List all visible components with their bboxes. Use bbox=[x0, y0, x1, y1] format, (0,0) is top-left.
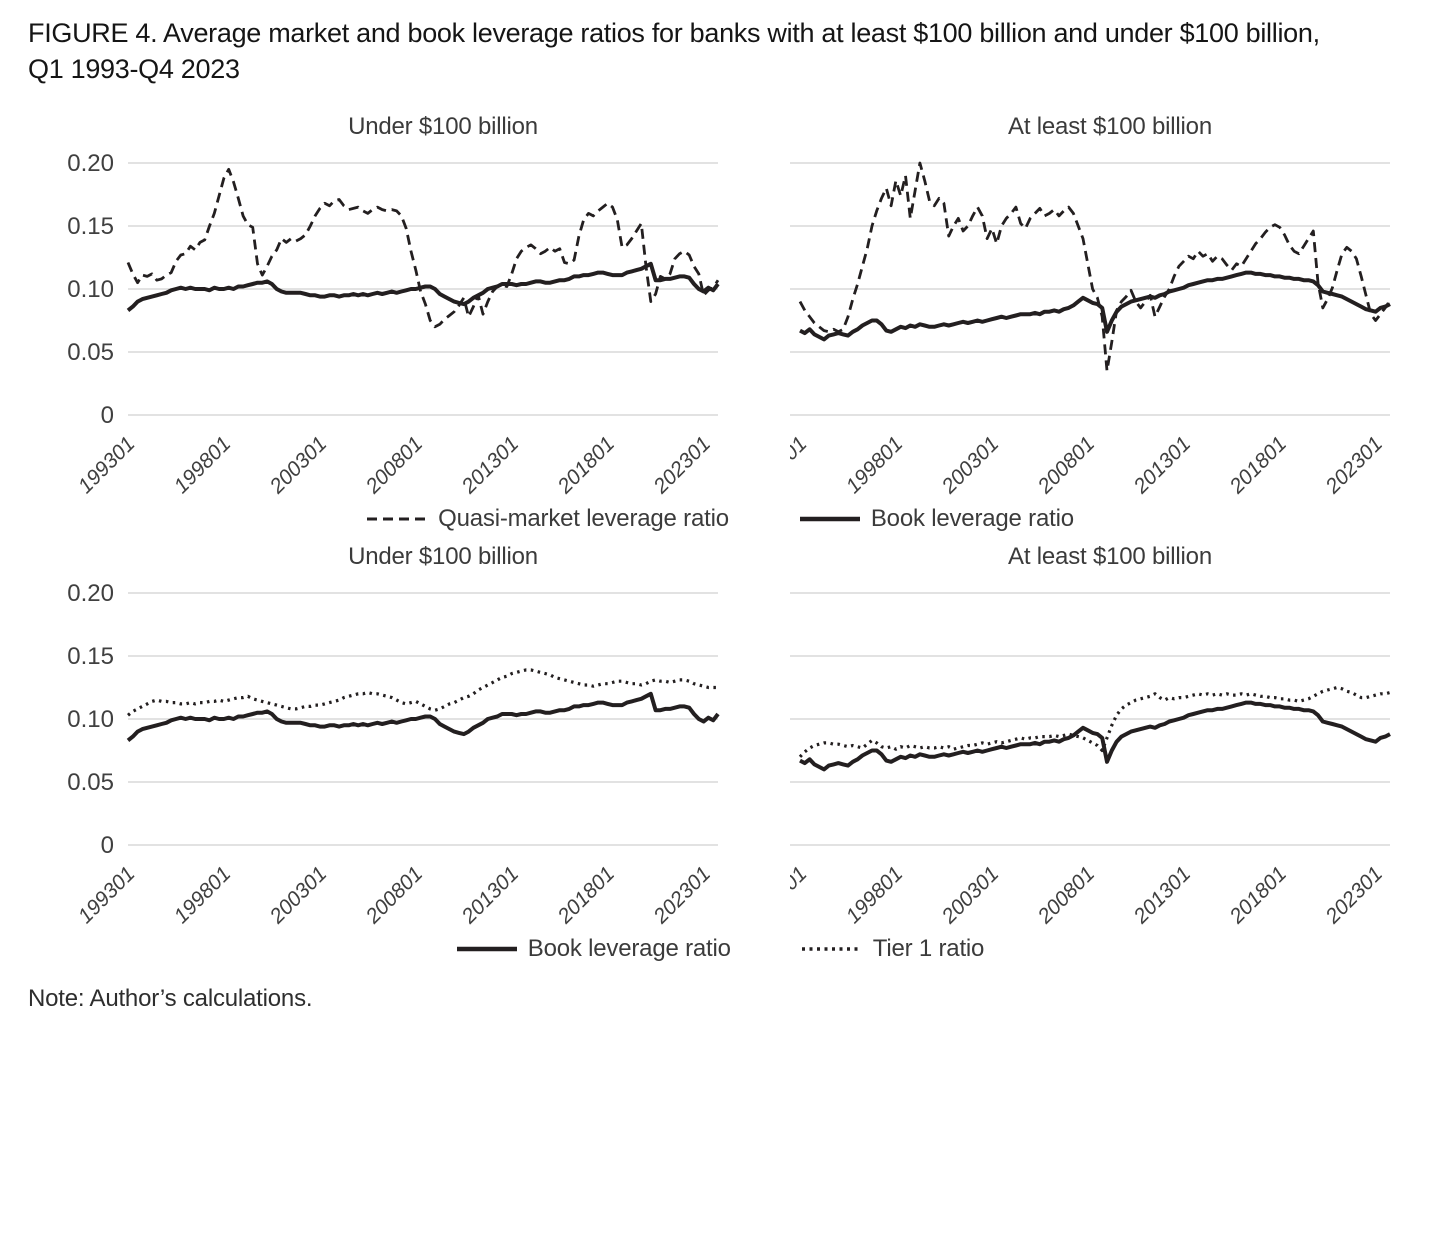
svg-text:202301: 202301 bbox=[649, 863, 716, 930]
series-dotted bbox=[127, 668, 718, 717]
line-chart-book-vs-tier1-atleast-100b: 199301 199801 200301 200801 201301 201801 2023… bbox=[790, 592, 1391, 930]
legend-top: Quasi-market leverage ratio Book leverag… bbox=[28, 505, 1412, 533]
svg-text:201801: 201801 bbox=[553, 863, 620, 930]
svg-text:0: 0 bbox=[101, 402, 114, 429]
svg-text:201801: 201801 bbox=[1225, 433, 1292, 500]
svg-text:0.20: 0.20 bbox=[67, 151, 114, 177]
line-chart-quasi-vs-book-atleast-100b: 199301 199801 200301 200801 201301 201801 2023… bbox=[790, 161, 1392, 500]
svg-text:201801: 201801 bbox=[1225, 863, 1292, 930]
svg-text:200801: 200801 bbox=[361, 433, 428, 500]
panel-bottom-left-title: Under $100 billion bbox=[348, 543, 538, 571]
svg-text:200801: 200801 bbox=[1033, 433, 1100, 500]
svg-text:202301: 202301 bbox=[1321, 433, 1388, 500]
line-chart-quasi-vs-book-under-100b: 0.20 0.15 0.10 0.05 0 199301 199801 200301 20080… bbox=[67, 151, 720, 500]
svg-text:0.05: 0.05 bbox=[67, 769, 114, 796]
svg-text:200801: 200801 bbox=[361, 863, 428, 930]
svg-text:199301: 199301 bbox=[74, 433, 140, 499]
series-solid bbox=[799, 270, 1391, 342]
solid-line-sample-icon bbox=[799, 517, 860, 522]
svg-text:0.05: 0.05 bbox=[67, 339, 114, 366]
dotted-line-sample-icon bbox=[801, 947, 862, 951]
panel-top-left: Under $100 billion 0.20 0.15 0.10 0.05 0 1993… bbox=[28, 113, 768, 503]
svg-text:199801: 199801 bbox=[842, 433, 908, 499]
legend-item-book-leverage: Book leverage ratio bbox=[799, 505, 1074, 533]
series-solid bbox=[126, 692, 720, 743]
chart-row-bottom: Under $100 billion 0.20 0.15 0.10 0.05 0 1993… bbox=[28, 543, 1412, 933]
legend-item-tier1: Tier 1 ratio bbox=[801, 935, 984, 963]
legend-label: Tier 1 ratio bbox=[872, 935, 985, 963]
svg-text:199801: 199801 bbox=[842, 863, 908, 929]
svg-text:200301: 200301 bbox=[937, 863, 1004, 930]
figure-page: FIGURE 4. Average market and book levera… bbox=[28, 18, 1412, 1013]
figure-title: FIGURE 4. Average market and book levera… bbox=[28, 18, 1320, 84]
svg-text:200801: 200801 bbox=[1033, 863, 1100, 930]
solid-line-sample-icon bbox=[456, 947, 517, 952]
svg-text:0.20: 0.20 bbox=[67, 581, 114, 607]
svg-text:200301: 200301 bbox=[937, 433, 1004, 500]
series-solid bbox=[799, 700, 1391, 772]
svg-text:202301: 202301 bbox=[649, 433, 716, 500]
svg-text:0: 0 bbox=[101, 832, 114, 859]
series-dashed bbox=[126, 168, 720, 329]
panel-bottom-right: At least $100 billion 199301 199801 200301… bbox=[790, 543, 1430, 933]
line-chart-book-vs-tier1-under-100b: 0.20 0.15 0.10 0.05 0 199301 199801 200301 20080… bbox=[67, 581, 720, 930]
series-dashed bbox=[798, 161, 1392, 373]
panel-top-right: At least $100 billion 199301 199801 200301… bbox=[790, 113, 1430, 503]
series-dotted bbox=[798, 686, 1391, 759]
svg-text:199301: 199301 bbox=[74, 863, 140, 929]
svg-text:0.10: 0.10 bbox=[67, 706, 114, 733]
legend-item-book-leverage: Book leverage ratio bbox=[456, 935, 731, 963]
legend-label: Quasi-market leverage ratio bbox=[438, 505, 729, 533]
svg-text:199801: 199801 bbox=[170, 433, 236, 499]
svg-text:199301: 199301 bbox=[790, 433, 812, 499]
chart-row-top: Under $100 billion 0.20 0.15 0.10 0.05 0 1993… bbox=[28, 113, 1412, 503]
dashed-line-sample-icon bbox=[367, 517, 428, 521]
panel-top-left-title: Under $100 billion bbox=[348, 113, 538, 141]
svg-text:200301: 200301 bbox=[265, 863, 332, 930]
svg-text:199301: 199301 bbox=[790, 863, 812, 929]
svg-text:201801: 201801 bbox=[553, 433, 620, 500]
panel-bottom-left: Under $100 billion 0.20 0.15 0.10 0.05 0 1993… bbox=[28, 543, 768, 933]
legend-label: Book leverage ratio bbox=[870, 505, 1074, 533]
series-solid bbox=[126, 262, 720, 313]
panel-top-right-title: At least $100 billion bbox=[1008, 113, 1212, 141]
panel-bottom-right-title: At least $100 billion bbox=[1008, 543, 1212, 571]
legend-item-quasi-market: Quasi-market leverage ratio bbox=[366, 505, 729, 533]
svg-text:201301: 201301 bbox=[457, 863, 524, 930]
svg-text:201301: 201301 bbox=[457, 433, 524, 500]
svg-text:0.15: 0.15 bbox=[67, 213, 114, 240]
svg-text:201301: 201301 bbox=[1129, 863, 1196, 930]
legend-label: Book leverage ratio bbox=[527, 935, 731, 963]
svg-text:202301: 202301 bbox=[1321, 863, 1388, 930]
svg-text:0.15: 0.15 bbox=[67, 643, 114, 670]
svg-text:0.10: 0.10 bbox=[67, 276, 114, 303]
svg-text:201301: 201301 bbox=[1129, 433, 1196, 500]
svg-text:199801: 199801 bbox=[170, 863, 236, 929]
svg-text:200301: 200301 bbox=[265, 433, 332, 500]
figure-note: Note: Author’s calculations. bbox=[28, 985, 313, 1013]
legend-bottom: Book leverage ratio Tier 1 ratio bbox=[28, 935, 1412, 963]
